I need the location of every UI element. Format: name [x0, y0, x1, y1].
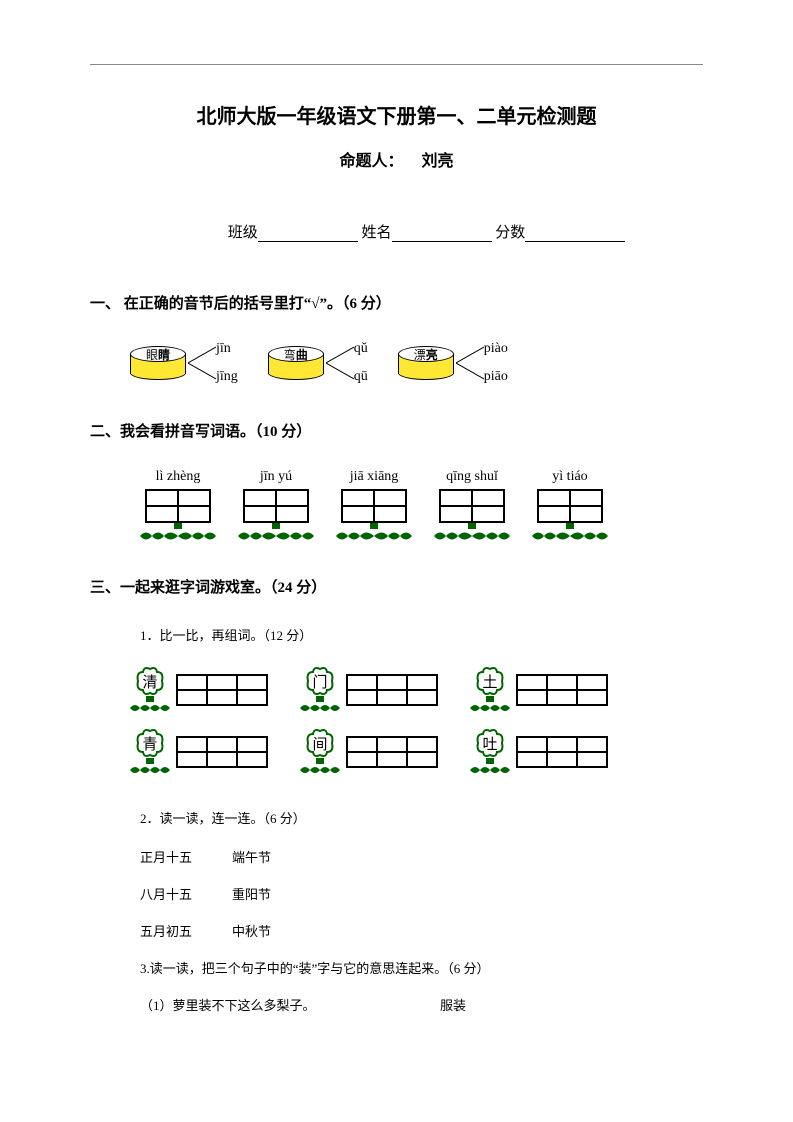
answer-grid[interactable]	[516, 736, 608, 768]
char-bubble: 间	[304, 728, 336, 758]
answer-grid[interactable]	[516, 674, 608, 706]
page-title: 北师大版一年级语文下册第一、二单元检测题	[90, 100, 703, 129]
fork-lines	[326, 341, 354, 385]
char-bubble: 清	[134, 666, 166, 696]
section-1-items: 眼睛 jīn jīng 弯曲 qǔ qū 漂亮	[90, 341, 703, 385]
write-grid[interactable]	[532, 489, 608, 541]
fork-lines	[456, 341, 484, 385]
section-3-2-label: 2．读一读，连一连。（6 分）	[90, 808, 703, 827]
section-3-3-label: 3.读一读，把三个句子中的“装”字与它的意思连起来。（6 分）	[90, 958, 703, 977]
char-compare-item: 清	[130, 664, 300, 716]
subtitle-label: 命题人：	[339, 153, 403, 170]
match-left[interactable]: 八月十五	[140, 884, 192, 903]
disk-char-plain: 眼	[146, 346, 158, 363]
page-subtitle: 命题人： 刘亮	[90, 147, 703, 171]
pinyin-options: piào piāo	[484, 341, 508, 385]
pinyin-choice-item: 漂亮 piào piāo	[398, 341, 508, 385]
answer-grid[interactable]	[176, 736, 268, 768]
word-disk: 弯曲	[268, 346, 324, 380]
pinyin-options: qǔ qū	[354, 341, 368, 385]
pinyin-write-item: jīn yú	[238, 469, 314, 541]
pinyin-write-item: qīng shuǐ	[434, 469, 510, 541]
match-right[interactable]: 端午节	[232, 847, 271, 866]
section-3-1-grid: 清 门 土	[90, 664, 703, 778]
pinyin-option[interactable]: jīng	[216, 369, 238, 385]
class-blank[interactable]	[258, 224, 358, 242]
write-grid[interactable]	[238, 489, 314, 541]
pinyin-option[interactable]: jīn	[216, 341, 238, 357]
char-compare-item: 门	[300, 664, 470, 716]
disk-char-bold: 亮	[426, 346, 438, 363]
subtitle-name: 刘亮	[422, 153, 454, 170]
pinyin-label: jīn yú	[260, 469, 292, 485]
char-compare-item: 土	[470, 664, 640, 716]
char-bubble: 吐	[474, 728, 506, 758]
compare-char: 清	[142, 671, 157, 692]
match-row: 五月初五 中秋节	[90, 921, 703, 940]
char-compare-item: 吐	[470, 726, 640, 778]
write-grid[interactable]	[140, 489, 216, 541]
score-blank[interactable]	[525, 224, 625, 242]
match-left[interactable]: 正月十五	[140, 847, 192, 866]
disk-char-plain: 弯	[284, 346, 296, 363]
pinyin-option[interactable]: piāo	[484, 369, 508, 385]
section-3-1-label: 1．比一比，再组词。（12 分）	[90, 625, 703, 644]
name-blank[interactable]	[392, 224, 492, 242]
word-disk: 眼睛	[130, 346, 186, 380]
pinyin-label: lì zhèng	[156, 469, 201, 485]
write-grid[interactable]	[336, 489, 412, 541]
pinyin-label: jiā xiāng	[350, 469, 399, 485]
class-label: 班级	[228, 225, 258, 241]
name-label: 姓名	[361, 225, 391, 241]
fork-lines	[188, 341, 216, 385]
compare-char: 间	[312, 733, 327, 754]
match-right[interactable]: 中秋节	[232, 921, 271, 940]
write-grid[interactable]	[434, 489, 510, 541]
pinyin-option[interactable]: piào	[484, 341, 508, 357]
answer-grid[interactable]	[176, 674, 268, 706]
compare-char: 门	[312, 671, 327, 692]
pinyin-write-item: lì zhèng	[140, 469, 216, 541]
student-info-line: 班级 姓名 分数	[90, 221, 703, 242]
char-bubble: 门	[304, 666, 336, 696]
section-2-heading: 二、我会看拼音写词语。（10 分）	[90, 420, 703, 441]
pinyin-choice-item: 弯曲 qǔ qū	[268, 341, 368, 385]
pinyin-write-item: jiā xiāng	[336, 469, 412, 541]
pinyin-option[interactable]: qǔ	[354, 341, 368, 357]
section-3-3-line: （1）萝里装不下这么多梨子。 服装	[90, 995, 703, 1014]
sentence-left[interactable]: （1）萝里装不下这么多梨子。	[140, 995, 440, 1014]
pinyin-option[interactable]: qū	[354, 369, 368, 385]
pinyin-write-item: yì tiáo	[532, 469, 608, 541]
char-bubble: 青	[134, 728, 166, 758]
disk-char-bold: 睛	[158, 346, 170, 363]
meaning-right[interactable]: 服装	[440, 995, 466, 1014]
pinyin-options: jīn jīng	[216, 341, 238, 385]
section-3-heading: 三、一起来逛字词游戏室。（24 分）	[90, 576, 703, 597]
compare-char: 吐	[482, 733, 497, 754]
answer-grid[interactable]	[346, 736, 438, 768]
section-2-items: lì zhèng jīn yú jiā xiāng qīng shuǐ	[90, 469, 703, 541]
score-label: 分数	[495, 225, 525, 241]
pinyin-label: yì tiáo	[552, 469, 587, 485]
match-right[interactable]: 重阳节	[232, 884, 271, 903]
word-disk: 漂亮	[398, 346, 454, 380]
page-header-rule	[90, 64, 703, 65]
char-bubble: 土	[474, 666, 506, 696]
pinyin-choice-item: 眼睛 jīn jīng	[130, 341, 238, 385]
char-compare-item: 间	[300, 726, 470, 778]
char-compare-item: 青	[130, 726, 300, 778]
compare-char: 土	[482, 671, 497, 692]
match-row: 八月十五 重阳节	[90, 884, 703, 903]
compare-char: 青	[142, 733, 157, 754]
match-left[interactable]: 五月初五	[140, 921, 192, 940]
answer-grid[interactable]	[346, 674, 438, 706]
match-row: 正月十五 端午节	[90, 847, 703, 866]
section-1-heading: 一、 在正确的音节后的括号里打“√”。（6 分）	[90, 292, 703, 313]
disk-char-plain: 漂	[414, 346, 426, 363]
disk-char-bold: 曲	[296, 346, 308, 363]
pinyin-label: qīng shuǐ	[446, 469, 498, 485]
